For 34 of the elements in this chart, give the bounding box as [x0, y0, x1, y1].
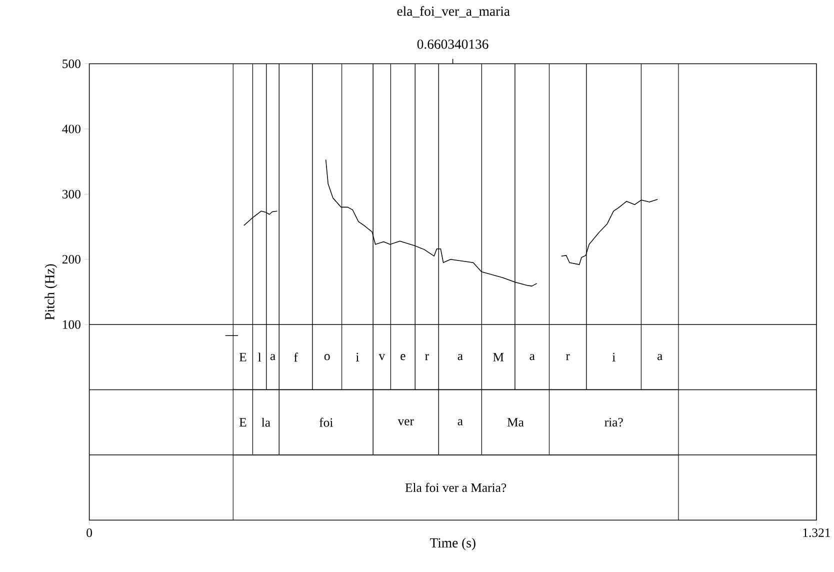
band-label: f	[294, 352, 298, 362]
band-label: a	[458, 354, 463, 360]
band-label: ver	[398, 419, 414, 426]
y-tick-label: 200	[62, 255, 80, 264]
y-tick-label: 400	[62, 124, 80, 134]
band-label: o	[324, 354, 330, 360]
band-label: ria?	[604, 418, 623, 427]
band-label: foi	[319, 418, 333, 427]
band-label: Ela foi ver a Maria?	[405, 482, 506, 492]
band-label: a	[458, 419, 463, 426]
band-label: E	[239, 352, 246, 362]
band-label: v	[378, 354, 386, 360]
x-tick-label: 0	[86, 528, 92, 537]
band-label: r	[425, 354, 429, 360]
band-label: e	[400, 354, 406, 360]
band-label: a	[657, 354, 662, 360]
chart-title: ela_foi_ver_a_maria	[397, 6, 510, 18]
y-axis-title: Pitch (Hz)	[44, 264, 58, 320]
band-label: i	[612, 352, 616, 362]
band-label: l	[258, 352, 262, 362]
ref-line-label: 0.660340136	[417, 40, 488, 49]
band-label: la	[262, 418, 270, 427]
x-axis-title: Time (s)	[430, 538, 476, 550]
band-label: a	[530, 354, 535, 360]
band-label: a	[270, 354, 276, 360]
band-label: Ma	[507, 418, 524, 426]
band-label: r	[566, 354, 570, 360]
band-label: E	[239, 418, 246, 426]
band-label: i	[356, 352, 359, 362]
band-label: M	[493, 352, 504, 362]
x-tick-label: 1.321	[803, 528, 830, 537]
y-tick-label: 500	[62, 59, 80, 68]
y-tick-label: 300	[62, 190, 80, 198]
y-tick-label: 100	[62, 320, 80, 329]
